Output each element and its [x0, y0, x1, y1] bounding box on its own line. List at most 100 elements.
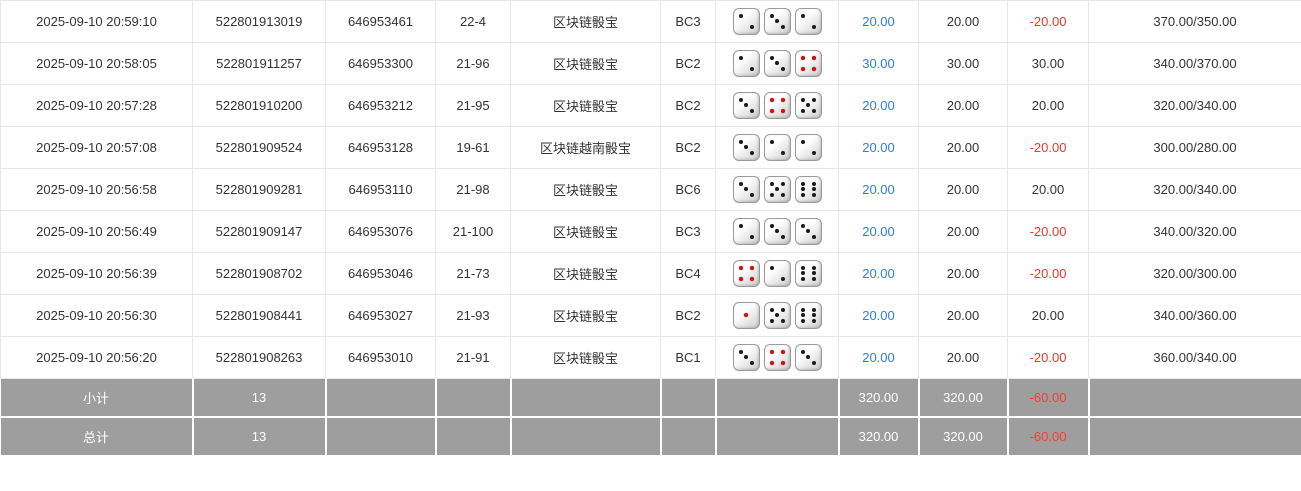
- summary-blank-game-id: [326, 379, 436, 418]
- summary-bet-subtotal: 320.00: [839, 379, 919, 418]
- cell-round: 21-93: [436, 295, 511, 337]
- die-pip: [750, 277, 754, 281]
- die-pip: [770, 56, 774, 60]
- cell-game-id: 646953300: [326, 43, 436, 85]
- cell-bet-id: 522801911257: [193, 43, 326, 85]
- die-face-6: [795, 302, 822, 329]
- cell-time: 2025-09-10 20:57:08: [1, 127, 193, 169]
- die-pip: [750, 266, 754, 270]
- cell-time: 2025-09-10 20:58:05: [1, 43, 193, 85]
- summary-blank-game-name: [511, 417, 661, 455]
- die-face-2: [733, 8, 760, 35]
- cell-bet-amount: 20.00: [839, 85, 919, 127]
- cell-balance: 320.00/340.00: [1089, 169, 1301, 211]
- summary-count-subtotal: 13: [193, 379, 326, 418]
- die-pip: [750, 25, 754, 29]
- die-face-2: [795, 134, 822, 161]
- dice-group: [716, 344, 838, 371]
- die-pip: [744, 145, 748, 149]
- cell-game-name: 区块链骰宝: [511, 43, 661, 85]
- die-pip: [739, 266, 743, 270]
- cell-payout: -20.00: [1008, 211, 1089, 253]
- die-pip: [781, 25, 785, 29]
- dice-group: [716, 50, 838, 77]
- summary-label-subtotal: 小计: [1, 379, 193, 418]
- cell-table-code: BC3: [661, 211, 716, 253]
- cell-valid-bet: 30.00: [919, 43, 1008, 85]
- die-pip: [750, 151, 754, 155]
- summary-payout-value: -60.00: [1030, 390, 1067, 405]
- die-pip: [801, 271, 805, 275]
- die-pip: [801, 67, 805, 71]
- cell-game-name: 区块链骰宝: [511, 295, 661, 337]
- die-pip: [801, 193, 805, 197]
- cell-bet-amount: 20.00: [839, 169, 919, 211]
- die-face-3: [795, 344, 822, 371]
- cell-bet-id: 522801908263: [193, 337, 326, 379]
- die-face-4: [795, 50, 822, 77]
- die-face-3: [733, 344, 760, 371]
- cell-dice-result: [716, 337, 839, 379]
- die-pip: [801, 308, 805, 312]
- cell-time: 2025-09-10 20:56:49: [1, 211, 193, 253]
- cell-bet-id: 522801908441: [193, 295, 326, 337]
- die-pip: [801, 14, 805, 18]
- die-pip: [781, 193, 785, 197]
- cell-payout: -20.00: [1008, 337, 1089, 379]
- die-pip: [770, 98, 774, 102]
- die-face-5: [795, 92, 822, 119]
- cell-dice-result: [716, 85, 839, 127]
- cell-valid-bet: 20.00: [919, 1, 1008, 43]
- die-pip: [801, 313, 805, 317]
- die-face-3: [764, 50, 791, 77]
- die-pip: [770, 109, 774, 113]
- cell-dice-result: [716, 43, 839, 85]
- cell-game-name: 区块链骰宝: [511, 253, 661, 295]
- cell-payout: -20.00: [1008, 253, 1089, 295]
- die-pip: [750, 235, 754, 239]
- cell-bet-id: 522801909147: [193, 211, 326, 253]
- die-pip: [781, 235, 785, 239]
- cell-balance: 340.00/370.00: [1089, 43, 1301, 85]
- die-pip: [775, 187, 779, 191]
- die-pip: [770, 224, 774, 228]
- summary-count-total: 13: [193, 417, 326, 455]
- die-pip: [801, 56, 805, 60]
- cell-valid-bet: 20.00: [919, 85, 1008, 127]
- cell-game-name: 区块链骰宝: [511, 1, 661, 43]
- die-pip: [801, 319, 805, 323]
- die-pip: [812, 361, 816, 365]
- die-pip: [812, 277, 816, 281]
- die-pip: [812, 56, 816, 60]
- die-pip: [781, 277, 785, 281]
- die-pip: [781, 109, 785, 113]
- cell-game-name: 区块链越南骰宝: [511, 127, 661, 169]
- summary-blank-round: [436, 379, 511, 418]
- cell-balance: 340.00/360.00: [1089, 295, 1301, 337]
- die-pip: [812, 271, 816, 275]
- die-face-2: [764, 134, 791, 161]
- cell-dice-result: [716, 295, 839, 337]
- die-face-5: [764, 302, 791, 329]
- die-pip: [770, 140, 774, 144]
- die-pip: [739, 224, 743, 228]
- summary-bet-total: 320.00: [839, 417, 919, 455]
- cell-bet-id: 522801910200: [193, 85, 326, 127]
- die-pip: [770, 361, 774, 365]
- summary-payout-value: -60.00: [1030, 429, 1067, 444]
- cell-payout: 20.00: [1008, 85, 1089, 127]
- cell-table-code: BC2: [661, 85, 716, 127]
- cell-valid-bet: 20.00: [919, 169, 1008, 211]
- summary-valid-subtotal: 320.00: [919, 379, 1008, 418]
- cell-table-code: BC3: [661, 1, 716, 43]
